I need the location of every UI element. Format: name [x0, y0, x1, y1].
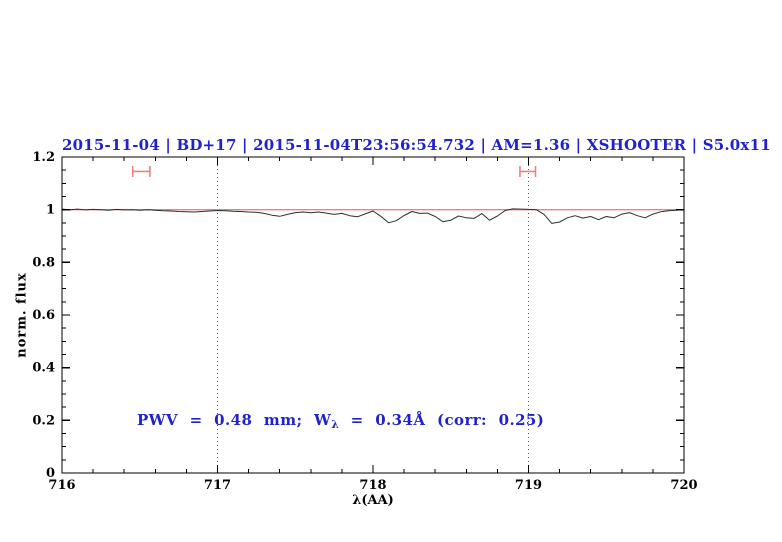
y-tick-label: 0 [46, 466, 55, 481]
x-tick-label: 718 [359, 478, 386, 493]
figure-title: 2015-11-04 | BD+17 | 2015-11-04T23:56:54… [62, 136, 771, 154]
x-tick-label: 717 [204, 478, 231, 493]
x-axis-label: λ(AA) [352, 493, 394, 508]
y-tick-label: 0.8 [32, 255, 55, 270]
x-tick-label: 720 [670, 478, 697, 493]
y-axis-label: norm. flux [14, 272, 30, 358]
y-tick-label: 1 [46, 203, 55, 218]
y-tick-label: 1.2 [32, 150, 55, 165]
y-tick-label: 0.4 [32, 361, 55, 376]
pwv-annotation-subscript: λ [331, 418, 339, 431]
pwv-annotation-prefix: PWV = 0.48 mm; W [137, 411, 332, 429]
pwv-annotation: PWV = 0.48 mm; Wλ = 0.34Å (corr: 0.25) [137, 411, 545, 431]
spectrum-line [61, 208, 685, 224]
x-tick-label: 716 [48, 478, 75, 493]
x-tick-label: 719 [515, 478, 542, 493]
y-tick-label: 0.2 [32, 413, 55, 428]
pwv-annotation-suffix: = 0.34Å (corr: 0.25) [339, 411, 545, 429]
y-tick-label: 0.6 [32, 308, 55, 323]
